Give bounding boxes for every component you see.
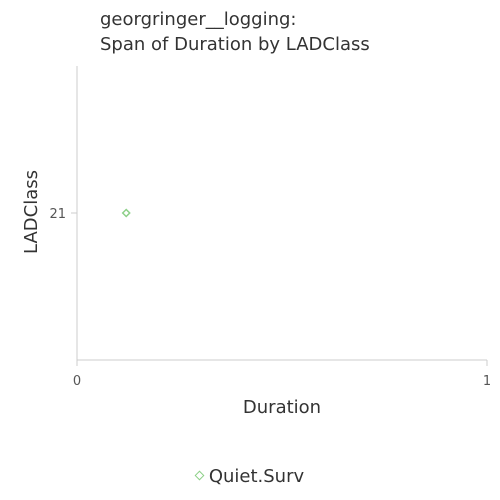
data-point: [121, 208, 131, 218]
legend-label: Quiet.Surv: [208, 466, 305, 487]
chart-title-line-1: georgringer__logging:: [100, 9, 297, 30]
legend: Quiet.Surv: [0, 465, 500, 489]
y-axis-title: LADClass: [21, 170, 42, 254]
chart-title-line-2: Span of Duration by LADClass: [100, 34, 370, 55]
axes: [76, 66, 487, 361]
y-ticks: 21: [49, 207, 77, 222]
y-tick-label: 21: [49, 207, 66, 222]
legend-diamond-icon: [194, 470, 205, 481]
x-axis-title: Duration: [243, 397, 321, 418]
x-tick-label: 0: [73, 374, 81, 389]
x-tick-label: 1: [483, 374, 491, 389]
data-points: [121, 208, 131, 218]
chart-title: georgringer__logging: Span of Duration b…: [100, 7, 370, 57]
